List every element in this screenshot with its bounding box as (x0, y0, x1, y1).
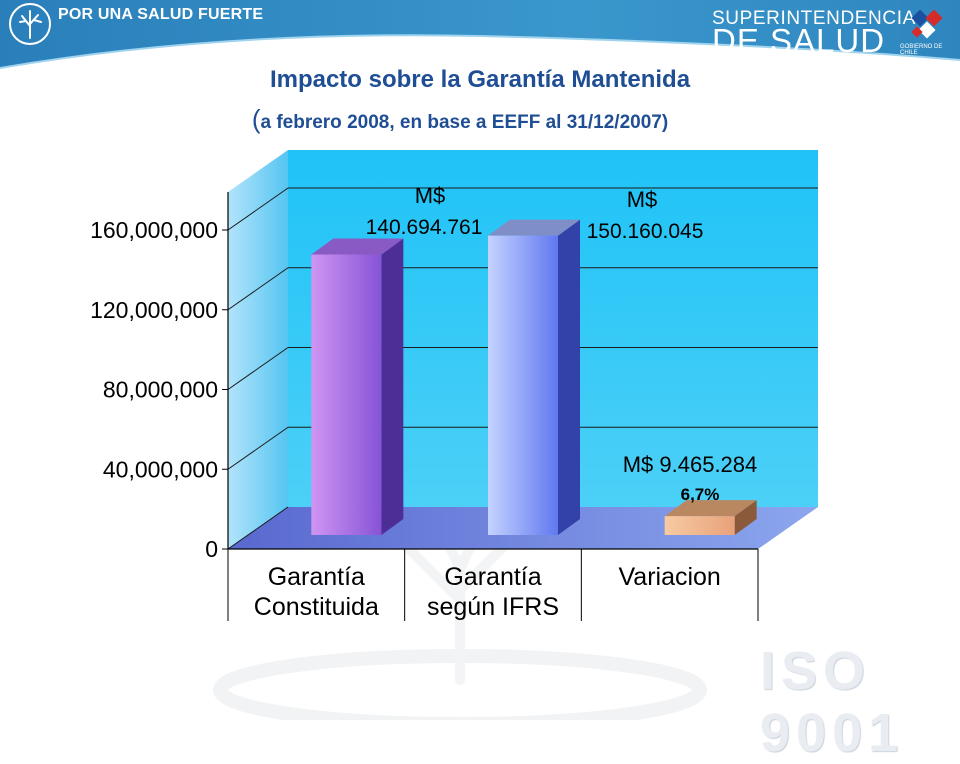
gridline-side (227, 506, 289, 550)
y-tick-label: 80,000,000 (103, 377, 218, 403)
government-emblem-icon (911, 10, 943, 39)
y-axis-ticks: 0 40,000,000 80,000,000 120,000,000 160,000,… (90, 192, 758, 562)
data-label: 150.160.045 (587, 220, 704, 243)
bar (664, 516, 735, 535)
gridline-side (227, 267, 289, 311)
slide-subtitle: (a febrero 2008, en base a EEFF al 31/12… (0, 104, 920, 135)
subtitle-text: a febrero 2008, en base a EEFF al 31/12/… (260, 112, 669, 133)
gridline-side (227, 347, 289, 390)
bar-top (488, 219, 580, 236)
bar-side (734, 500, 757, 535)
org-name-line2: DE SALUD (712, 22, 886, 59)
x-tick-label: Constituida (254, 593, 379, 621)
bar-chart: 0 40,000,000 80,000,000 120,000,000 160,000,… (90, 150, 818, 621)
subtitle-open-paren: ( (251, 104, 261, 134)
y-tick-label: 120,000,000 (90, 297, 218, 323)
org-name-line1: SUPERINTENDENCIA (712, 8, 916, 29)
data-label: 140.694.761 (366, 216, 483, 239)
data-label: M$ (627, 187, 658, 212)
tree-logo-icon (9, 3, 51, 45)
y-tick-label: 0 (205, 536, 218, 562)
iso-watermark: ISO 9001 (760, 641, 905, 763)
x-tick-label: Garantía (444, 563, 541, 591)
slide-title: Impacto sobre la Garantía Mantenida (269, 66, 691, 93)
header-band (0, 0, 960, 69)
y-tick-label: 40,000,000 (103, 456, 218, 482)
chart-side-wall (228, 150, 288, 549)
tagline: POR UNA SALUD FUERTE (58, 6, 264, 23)
bar-side (558, 219, 580, 535)
bar (488, 235, 558, 535)
bar-side (381, 238, 404, 536)
x-tick-label: según IFRS (427, 593, 559, 621)
gridline-side (227, 187, 289, 231)
data-labels: M$ 140.694.761 M$ 150.160.045 M$ 9.465.284 6,… (366, 183, 758, 504)
bar-top (664, 500, 757, 517)
chart-bars (311, 219, 757, 536)
x-tick-label: Garantía (268, 563, 365, 591)
bar (311, 254, 382, 536)
gridline-side (227, 426, 289, 470)
data-label: M$ (415, 183, 446, 208)
x-tick-label: Variacion (618, 563, 720, 591)
data-label: M$ 9.465.284 (623, 452, 758, 477)
y-tick-label: 160,000,000 (90, 217, 218, 243)
government-label: GOBIERNO DE CHILE (900, 44, 943, 56)
data-label: 6,7% (681, 485, 720, 504)
bar-top (311, 238, 404, 255)
